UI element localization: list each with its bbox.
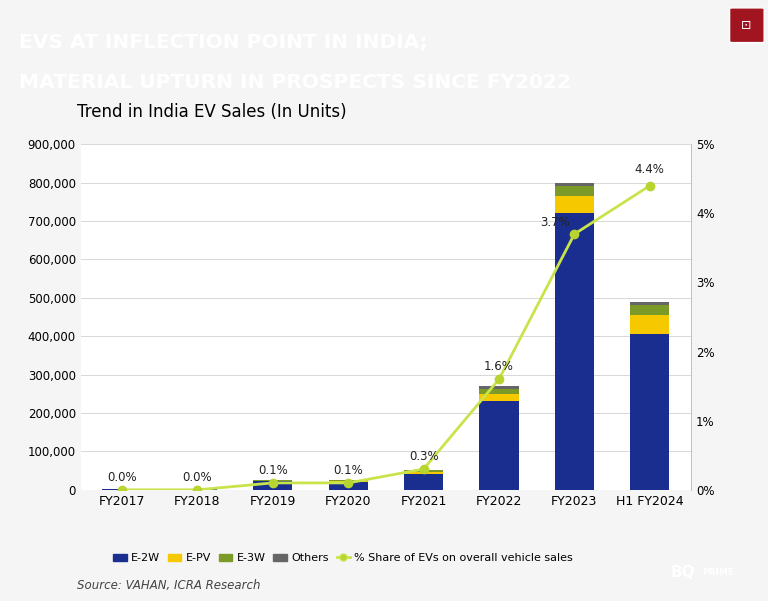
Bar [404,472,443,474]
Bar [554,186,594,197]
Text: 0.0%: 0.0% [108,471,137,484]
Bar [329,482,368,490]
Text: 4.4%: 4.4% [635,163,664,176]
Bar [631,315,670,334]
Bar [404,474,443,490]
Bar [479,386,518,389]
Text: PRIME: PRIME [702,568,734,577]
Text: MATERIAL UPTURN IN PROSPECTS SINCE FY2022: MATERIAL UPTURN IN PROSPECTS SINCE FY202… [19,73,571,91]
Text: 0.1%: 0.1% [258,464,288,477]
Bar [253,480,293,481]
Bar [479,389,518,394]
Bar [554,213,594,490]
Bar [404,471,443,472]
FancyBboxPatch shape [730,8,764,43]
Bar [631,305,670,315]
Text: Trend in India EV Sales (In Units): Trend in India EV Sales (In Units) [77,103,346,121]
Text: 0.3%: 0.3% [409,450,439,463]
Bar [253,481,293,490]
Bar [329,481,368,482]
Bar [329,480,368,481]
Text: 0.1%: 0.1% [333,464,363,477]
Text: ⊡: ⊡ [741,19,752,32]
Text: 1.6%: 1.6% [484,360,514,373]
Bar [479,394,518,401]
Bar [178,489,217,490]
Bar [631,334,670,490]
Legend: E-2W, E-PV, E-3W, Others, % Share of EVs on overall vehicle sales: E-2W, E-PV, E-3W, Others, % Share of EVs… [109,549,578,568]
Bar [554,183,594,186]
Bar [554,197,594,213]
Text: 0.0%: 0.0% [183,471,212,484]
Text: Source: VAHAN, ICRA Research: Source: VAHAN, ICRA Research [77,579,260,592]
Bar [631,302,670,305]
Text: 3.7%: 3.7% [541,216,571,229]
Text: BQ: BQ [670,565,695,580]
Bar [479,401,518,490]
Text: EVS AT INFLECTION POINT IN INDIA;: EVS AT INFLECTION POINT IN INDIA; [19,32,428,52]
